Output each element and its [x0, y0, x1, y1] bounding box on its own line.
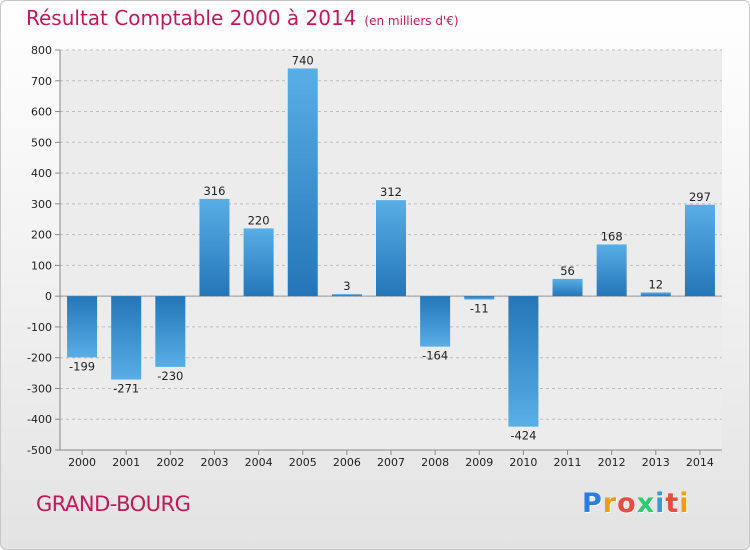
x-tick-label: 2011 [554, 456, 582, 469]
x-tick-label: 2004 [245, 456, 273, 469]
proxiti-logo: Proxiti [582, 488, 690, 519]
y-tick-label: 400 [31, 167, 52, 180]
logo-letter: t [665, 488, 680, 519]
y-tick-label: 500 [31, 136, 52, 149]
bar-2014 [684, 204, 715, 297]
y-tick-label: 800 [31, 44, 52, 57]
bar-2000 [67, 296, 98, 358]
chart-title: Résultat Comptable 2000 à 2014 (en millie… [26, 6, 459, 30]
x-tick-label: 2000 [68, 456, 96, 469]
bar-2006 [331, 294, 362, 297]
data-label: 312 [380, 185, 402, 199]
x-tick-label: 2001 [112, 456, 140, 469]
bar-series: -199 -271 -230 316 220 740 3 312 -164 -11 -424 56 16… [67, 53, 715, 443]
data-label: 316 [203, 184, 225, 198]
y-tick-label: -100 [27, 321, 52, 334]
y-axis: 800 700 600 500 400 300 200 100 0 -100 -200 -300 -40… [27, 44, 61, 457]
x-tick-label: 2012 [598, 456, 626, 469]
y-tick-label: 300 [31, 198, 52, 211]
logo-letter: r [602, 488, 618, 519]
bar-2013 [640, 292, 671, 297]
data-label: -424 [510, 429, 536, 443]
data-label: -199 [69, 359, 95, 373]
logo-letter: i [679, 488, 690, 519]
bar-2002 [155, 296, 186, 367]
y-tick-label: 0 [45, 290, 52, 303]
data-label: -164 [422, 349, 448, 363]
data-label: -11 [470, 302, 489, 316]
bar-2011 [552, 278, 583, 297]
bar-2008 [420, 296, 451, 347]
y-tick-label: 700 [31, 75, 52, 88]
x-tick-label: 2008 [421, 456, 449, 469]
x-tick-label: 2009 [465, 456, 493, 469]
y-tick-label: 100 [31, 259, 52, 272]
logo-letter: P [582, 488, 603, 519]
bar-2007 [376, 200, 406, 297]
x-tick-label: 2002 [156, 456, 184, 469]
x-tick-label: 2005 [289, 456, 317, 469]
y-tick-label: -300 [27, 382, 52, 395]
y-tick-label: 600 [31, 106, 52, 119]
bar-2003 [199, 198, 230, 297]
x-tick-label: 2014 [686, 456, 714, 469]
data-label: 220 [248, 213, 270, 227]
data-label: 3 [343, 279, 350, 293]
data-label: 297 [689, 190, 711, 204]
x-tick-label: 2006 [333, 456, 361, 469]
bar-2009 [464, 296, 495, 300]
logo-letter: i [655, 488, 666, 519]
x-tick-label: 2003 [200, 456, 228, 469]
bar-2012 [596, 244, 627, 297]
bar-2010 [508, 296, 539, 427]
x-tick-label: 2007 [377, 456, 405, 469]
data-label: 740 [292, 53, 314, 67]
chart-subtitle: (en milliers d'€) [364, 14, 459, 28]
chart-title-text: Résultat Comptable 2000 à 2014 [26, 6, 357, 30]
bar-2001 [111, 296, 142, 380]
logo-letter: o [617, 488, 637, 519]
data-label: 56 [560, 264, 575, 278]
data-label: -271 [113, 382, 139, 396]
location-name: GRAND-BOURG [36, 492, 191, 516]
data-label: 168 [601, 229, 623, 243]
data-label: 12 [648, 277, 663, 291]
bar-2004 [243, 228, 274, 297]
x-tick-label: 2013 [642, 456, 670, 469]
y-tick-label: 200 [31, 229, 52, 242]
logo-letter: x [636, 488, 656, 519]
x-axis: 2000 2001 2002 2003 2004 2005 2006 2007 2008 2009… [60, 449, 722, 469]
data-label: -230 [157, 369, 183, 383]
y-tick-label: -200 [27, 352, 52, 365]
bar-2005 [287, 68, 318, 297]
x-tick-label: 2010 [509, 456, 537, 469]
y-tick-label: -500 [27, 444, 52, 457]
y-tick-label: -400 [27, 413, 52, 426]
